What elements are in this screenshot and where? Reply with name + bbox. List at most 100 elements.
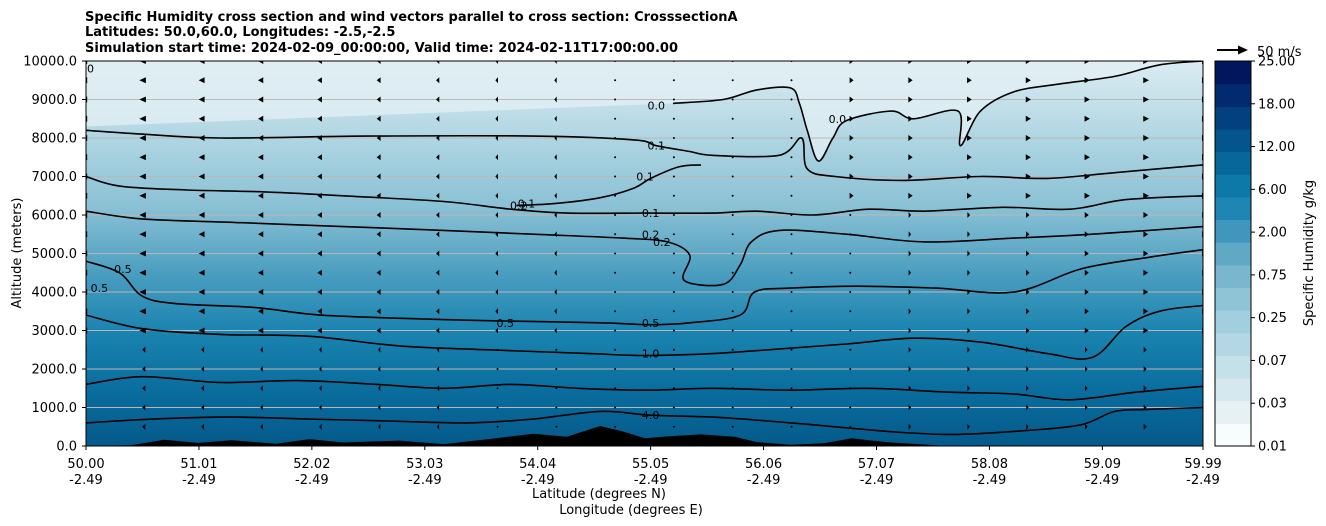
contour-label: 0.1 (518, 197, 536, 210)
wind-vector (201, 385, 205, 392)
wind-vector (731, 425, 734, 428)
wind-vector (198, 96, 205, 103)
x-tick-label-latitude: 56.06 (745, 457, 782, 472)
wind-vector (198, 289, 205, 295)
wind-vector (436, 404, 440, 411)
wind-vector (436, 250, 440, 257)
wind-vector (1143, 423, 1147, 430)
wind-vector (849, 348, 852, 351)
wind-vector (319, 385, 322, 392)
wind-vector (1026, 212, 1030, 218)
wind-vector (201, 423, 205, 430)
wind-vector (849, 271, 852, 274)
wind-vector (142, 366, 146, 372)
wind-vector (139, 192, 146, 199)
contour-line-0-0 (672, 61, 1203, 162)
wind-vector (436, 192, 440, 199)
wind-vector (967, 366, 970, 372)
wind-vector (554, 154, 557, 161)
colorbar-swatch (1215, 423, 1251, 447)
wind-vector (731, 98, 734, 101)
wind-vector (790, 425, 793, 428)
wind-vector (260, 346, 263, 353)
wind-vector (672, 214, 675, 216)
y-axis-label: Altitude (meters) (10, 198, 25, 309)
wind-vector (967, 346, 970, 353)
wind-vector (614, 233, 617, 236)
wind-vector (1085, 385, 1088, 392)
wind-vector (790, 175, 793, 178)
wind-vector (198, 154, 205, 161)
wind-vector (198, 231, 205, 238)
colorbar-swatch (1215, 310, 1251, 334)
wind-vector (198, 327, 205, 334)
x-tick-label-latitude: 59.99 (1184, 457, 1221, 472)
wind-vector (790, 137, 793, 139)
wind-vector (495, 250, 498, 257)
wind-vector (614, 271, 617, 274)
y-tick-label: 9000.0 (32, 93, 78, 108)
wind-vector (317, 77, 322, 84)
colorbar-tick-label: 12.00 (1258, 140, 1295, 155)
wind-reference-label: 50 m/s (1257, 45, 1302, 60)
y-tick-label: 10000.0 (23, 55, 77, 70)
wind-vector (1026, 269, 1030, 276)
wind-vector (139, 250, 146, 257)
wind-vector (1084, 154, 1090, 161)
wind-vector (1084, 250, 1089, 257)
wind-vector (967, 115, 972, 122)
wind-vector (555, 425, 558, 428)
wind-vector (967, 77, 972, 84)
wind-vector (198, 250, 205, 257)
contour-lines (86, 61, 1203, 436)
wind-vector (1026, 327, 1030, 334)
colorbar-swatch (1215, 355, 1251, 379)
contour-label: 0.0 (829, 113, 847, 126)
x-tick-label-longitude: -2.49 (521, 473, 555, 488)
wind-vector (554, 192, 557, 199)
wind-vector (790, 406, 793, 409)
wind-vector (317, 231, 322, 238)
x-tick-label-longitude: -2.49 (1086, 473, 1120, 488)
wind-vector (849, 425, 852, 428)
wind-vector (258, 327, 264, 334)
wind-vector (614, 329, 617, 332)
wind-vector (731, 175, 734, 178)
wind-vector (672, 348, 675, 351)
wind-vector (376, 212, 381, 218)
wind-vector (967, 308, 971, 315)
wind-vector (495, 212, 498, 218)
colorbar-swatch (1215, 242, 1251, 266)
wind-vector (790, 156, 793, 159)
wind-vector (555, 368, 558, 370)
wind-vector (376, 250, 381, 257)
y-tick-label: 7000.0 (32, 170, 78, 185)
contour-line-4-0 (86, 406, 1203, 436)
wind-vector (376, 289, 381, 295)
wind-vector (436, 154, 440, 161)
wind-vector (258, 308, 264, 315)
wind-vector (672, 117, 675, 120)
wind-vector (731, 117, 734, 120)
wind-vector (495, 96, 498, 103)
wind-reference-arrow-head-icon (1238, 45, 1248, 55)
wind-vector (139, 135, 146, 141)
wind-vector (967, 269, 971, 276)
wind-vector (436, 96, 440, 103)
wind-vector (908, 250, 912, 257)
colorbar-swatch (1215, 174, 1251, 198)
wind-vector (614, 425, 617, 428)
colorbar-swatch (1215, 287, 1251, 311)
wind-vector (258, 154, 264, 161)
y-tick-label: 4000.0 (32, 286, 78, 301)
wind-vector (1084, 308, 1089, 315)
wind-vector (1143, 173, 1150, 180)
wind-vector (317, 61, 322, 64)
wind-vector (496, 387, 499, 390)
wind-vector (731, 271, 734, 274)
wind-vector (731, 137, 734, 139)
wind-vector (908, 96, 913, 103)
wind-vector (849, 61, 854, 64)
wind-vector (849, 154, 854, 161)
